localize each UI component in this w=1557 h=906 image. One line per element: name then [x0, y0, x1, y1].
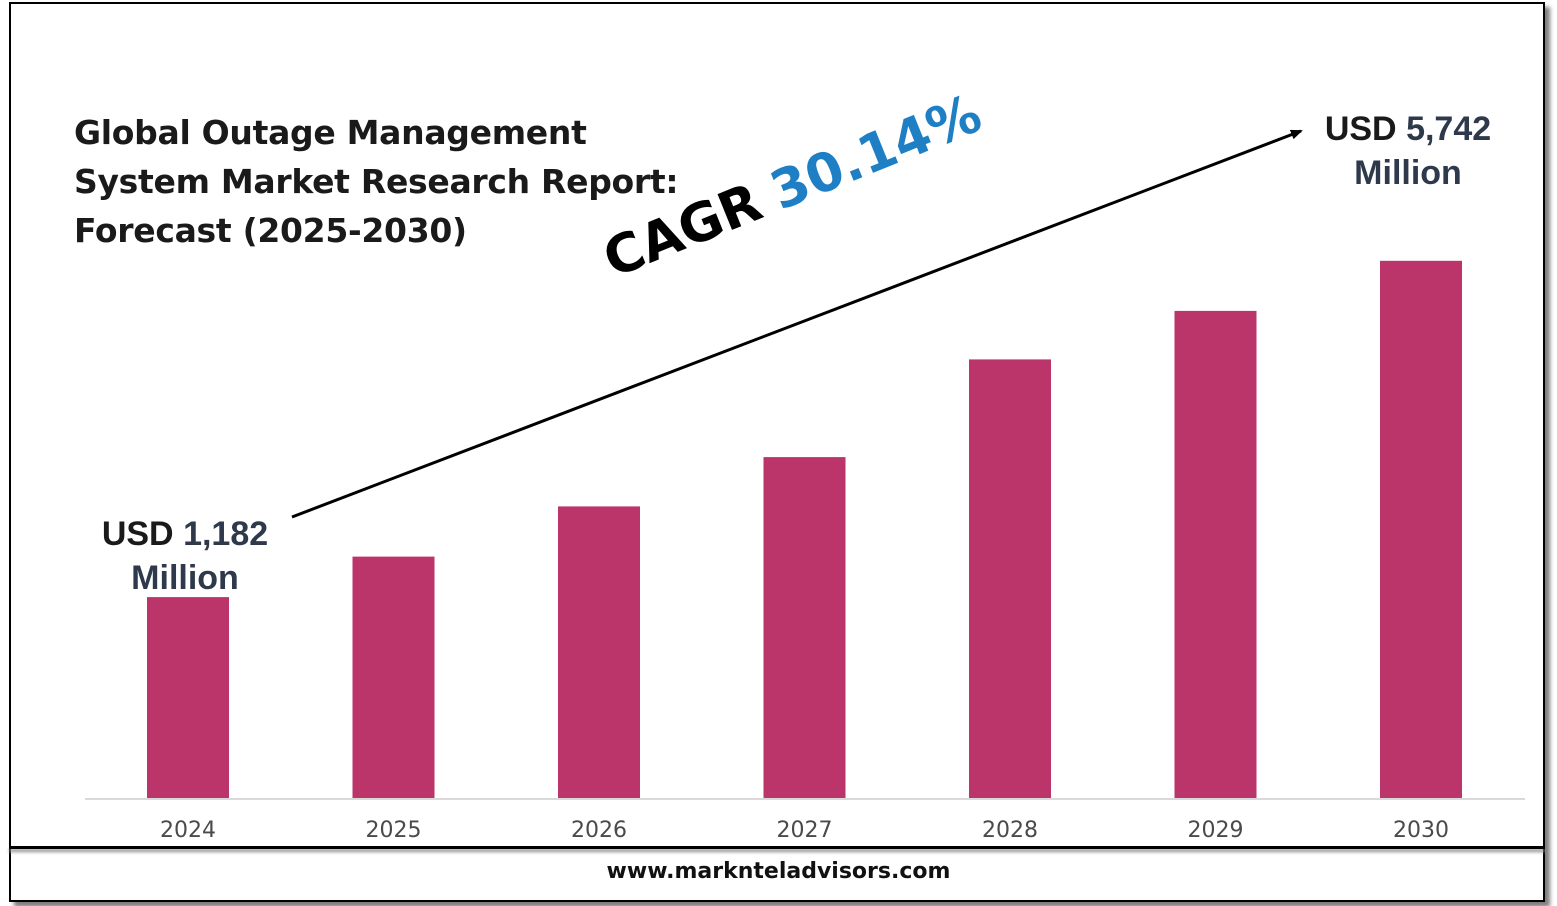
bar-2026	[558, 506, 640, 798]
chart-title: Global Outage Management System Market R…	[74, 108, 774, 255]
x-tick-label: 2029	[1188, 818, 1244, 843]
footer-divider	[9, 846, 1545, 849]
x-tick-label: 2028	[982, 818, 1038, 843]
bar-2027	[763, 457, 846, 798]
website-url: www.marknteladvisors.com	[606, 859, 951, 884]
x-tick-label: 2025	[366, 818, 422, 843]
bar-2025	[352, 556, 435, 798]
start-currency: USD	[101, 515, 174, 553]
bar-2030	[1380, 260, 1462, 798]
title-line-2: System Market Research Report:	[74, 162, 679, 201]
growth-arrow	[291, 129, 1303, 519]
start-unit: Million	[131, 559, 239, 597]
bar-2024	[147, 597, 229, 798]
x-tick-label: 2024	[160, 818, 216, 843]
x-tick-label: 2030	[1393, 818, 1449, 843]
end-value-label: USD 5,742 Million	[1310, 107, 1506, 195]
title-line-1: Global Outage Management	[74, 113, 587, 152]
x-tick-label: 2027	[777, 818, 833, 843]
bar-2029	[1174, 310, 1257, 798]
x-tick-label: 2026	[571, 818, 627, 843]
bar-2028	[969, 359, 1051, 798]
title-line-3: Forecast (2025-2030)	[74, 211, 467, 250]
start-value-label: USD 1,182 Million	[90, 512, 280, 600]
end-currency: USD	[1324, 110, 1397, 148]
start-value: 1,182	[183, 515, 269, 553]
end-value: 5,742	[1406, 110, 1492, 148]
end-unit: Million	[1354, 154, 1462, 192]
